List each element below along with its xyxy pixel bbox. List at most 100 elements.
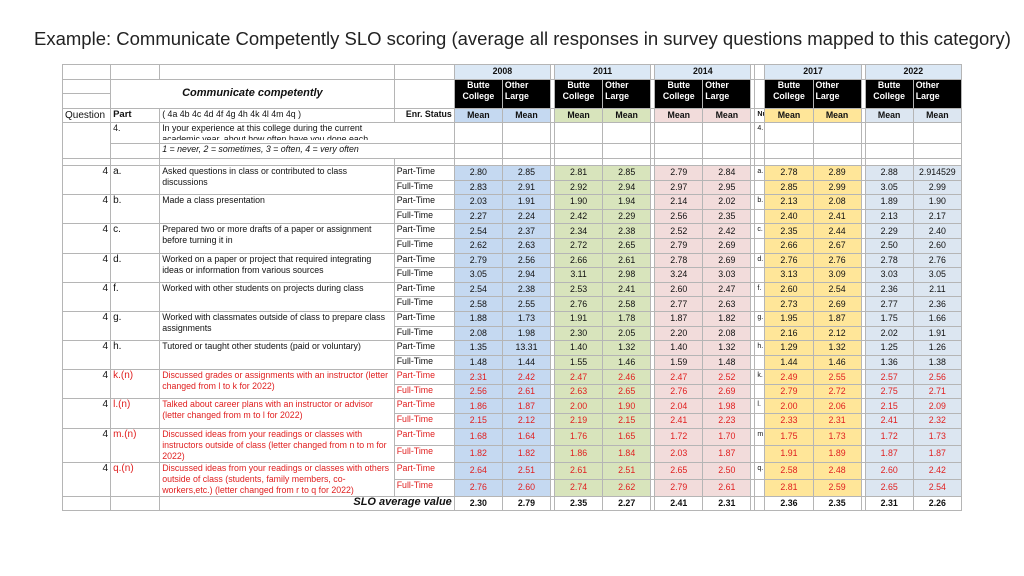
header-row-years: 2008 2011 2014 2017 2022 <box>61 64 963 80</box>
value-cell: 1.40 <box>554 340 604 356</box>
value-cell: 1.90 <box>912 194 963 210</box>
value-cell: 1.89 <box>812 444 862 463</box>
question-text: Tutored or taught other students (paid o… <box>159 340 395 371</box>
value-cell: 2.51 <box>602 461 652 480</box>
value-cell: 1.55 <box>554 354 604 371</box>
value-cell: 1.91 <box>554 310 604 327</box>
value-cell: 1.26 <box>912 340 963 356</box>
butte-label: Butte <box>567 79 590 90</box>
value-cell: 2.56 <box>654 208 704 225</box>
blank-cell <box>864 157 914 166</box>
butte-label: Butte <box>467 79 490 90</box>
value-cell: 2.29 <box>864 223 914 239</box>
question-part: m.(n) <box>110 427 161 463</box>
part-marker <box>754 383 766 400</box>
other-large-header: Other Large <box>501 78 552 109</box>
question-text: Worked on a paper or project that requir… <box>159 252 395 283</box>
question-text: Asked questions in class or contributed … <box>159 164 395 196</box>
blank-cell <box>812 143 862 159</box>
table-row: 4 g. Worked with classmates outside of cla… <box>61 310 963 342</box>
question-number: 4 <box>61 164 112 196</box>
value-cell: 2.03 <box>453 194 503 210</box>
category-title: Communicate competently <box>110 78 395 109</box>
value-cell: 2.94 <box>501 267 552 283</box>
question-text: Discussed ideas from your readings or cl… <box>159 427 395 463</box>
blank-cell <box>393 64 455 80</box>
question-number: 4 <box>61 310 112 342</box>
blank-cell <box>754 78 766 109</box>
value-cell: 1.32 <box>812 340 862 356</box>
value-cell: 2.30 <box>554 325 604 342</box>
average-value: 2.41 <box>654 495 704 512</box>
value-cell: 1.72 <box>654 427 704 446</box>
value-cell: 2.54 <box>912 478 963 497</box>
part-marker: d. <box>754 252 766 269</box>
value-cell: 1.94 <box>602 194 652 210</box>
question-part: h. <box>110 340 161 371</box>
value-cell: 2.42 <box>702 223 752 239</box>
large-label: Large <box>605 90 630 101</box>
average-value: 2.31 <box>702 495 752 512</box>
other-large-header: Other Large <box>702 78 752 109</box>
value-cell: 2.85 <box>501 164 552 181</box>
enrollment-status: Part-Time <box>393 164 455 181</box>
value-cell: 2.61 <box>602 252 652 269</box>
other-label: Other <box>605 79 629 90</box>
value-cell: 2.79 <box>453 252 503 269</box>
part-marker <box>754 478 766 497</box>
value-cell: 1.44 <box>501 354 552 371</box>
value-cell: 2.54 <box>453 281 503 298</box>
other-label: Other <box>705 79 729 90</box>
value-cell: 2.00 <box>554 398 604 415</box>
value-cell: 2.27 <box>453 208 503 225</box>
value-cell: 3.11 <box>554 267 604 283</box>
value-cell: 2.34 <box>554 223 604 239</box>
scale-row: 1 = never, 2 = sometimes, 3 = often, 4 =… <box>63 143 963 159</box>
large-label: Large <box>915 90 940 101</box>
value-cell: 2.49 <box>764 369 814 385</box>
value-cell: 2.56 <box>912 369 963 385</box>
value-cell: 3.13 <box>764 267 814 283</box>
value-cell: 2.42 <box>501 369 552 385</box>
value-cell: 2.66 <box>554 252 604 269</box>
value-cell: 2.52 <box>702 369 752 385</box>
value-cell: 2.71 <box>912 383 963 400</box>
value-cell: 2.02 <box>864 325 914 342</box>
value-cell: 2.55 <box>812 369 862 385</box>
value-cell: 2.76 <box>912 252 963 269</box>
slo-scoring-table: 2008 2011 2014 2017 2022 Communicate competen… <box>61 64 963 512</box>
question-part: q.(n) <box>110 461 161 497</box>
value-cell: 2.48 <box>812 461 862 480</box>
value-cell: 2.05 <box>602 325 652 342</box>
mean-header: Mean <box>453 107 503 124</box>
value-cell: 2.60 <box>501 478 552 497</box>
table-row: 4 k.(n) Discussed grades or assignments wi… <box>61 369 963 400</box>
value-cell: 2.69 <box>702 252 752 269</box>
value-cell: 1.87 <box>702 444 752 463</box>
blank-cell <box>453 122 503 145</box>
question-number: 4 <box>61 223 112 254</box>
part-marker <box>754 237 766 254</box>
enrollment-status: Part-Time <box>393 223 455 239</box>
year-header: 2008 <box>453 64 552 80</box>
value-cell: 2.42 <box>554 208 604 225</box>
value-cell: 2.57 <box>864 369 914 385</box>
average-row: SLO average value 2.30 2.79 2.35 2.27 2.41 2.3… <box>61 495 963 512</box>
part-header: Part <box>110 107 161 124</box>
response-scale: 1 = never, 2 = sometimes, 3 = often, 4 =… <box>159 143 455 159</box>
value-cell: 2.61 <box>554 461 604 480</box>
value-cell: 1.87 <box>812 310 862 327</box>
value-cell: 2.61 <box>702 478 752 497</box>
enrollment-status: Full-Time <box>393 237 455 254</box>
value-cell: 3.05 <box>453 267 503 283</box>
value-cell: 1.76 <box>554 427 604 446</box>
value-cell: 2.20 <box>654 325 704 342</box>
mean-header: Mean <box>812 107 862 124</box>
value-cell: 2.76 <box>764 252 814 269</box>
value-cell: 2.62 <box>453 237 503 254</box>
blank-cell <box>912 122 963 145</box>
question-part: g. <box>110 310 161 342</box>
question-number: 4 <box>61 369 112 400</box>
value-cell: 2.35 <box>702 208 752 225</box>
average-value: 2.30 <box>453 495 503 512</box>
